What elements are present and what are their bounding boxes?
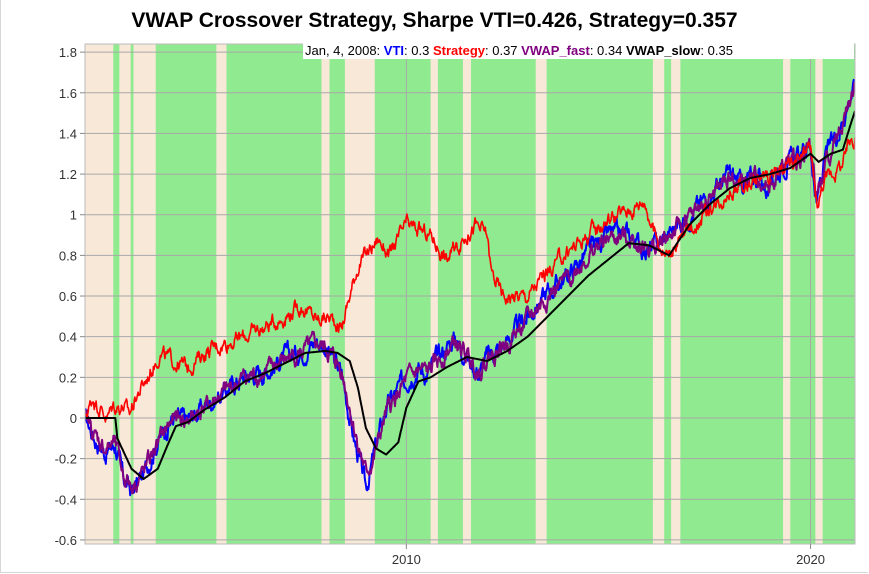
x-tick-label-0: 2010 xyxy=(392,552,421,567)
x-tick-label-1: 2020 xyxy=(796,552,825,567)
bull-region-2 xyxy=(155,44,217,544)
legend-name-vwap-fast: VWAP_fast xyxy=(521,43,590,58)
bull-region-1 xyxy=(130,44,134,544)
bull-region-12 xyxy=(822,44,855,544)
legend: Jan, 4, 2008: VTI: 0.3 Strategy: 0.37 VW… xyxy=(303,42,854,59)
series-lines xyxy=(85,78,855,497)
bull-region-6 xyxy=(437,44,463,544)
y-tick-label-9: 1.2 xyxy=(59,167,77,182)
legend-date: Jan, 4, 2008: xyxy=(305,43,381,58)
chart-title: VWAP Crossover Strategy, Sharpe VTI=0.42… xyxy=(131,9,738,32)
y-tick-label-11: 1.6 xyxy=(59,86,77,101)
bull-region-8 xyxy=(546,44,653,544)
series-line-strategy xyxy=(85,137,855,423)
y-tick-label-10: 1.4 xyxy=(59,126,77,141)
bull-region-3 xyxy=(226,44,322,544)
bull-region-9 xyxy=(664,44,672,544)
legend-value-vwap-slow: 0.35 xyxy=(707,43,733,58)
y-tick-label-1: -0.4 xyxy=(55,492,77,507)
y-tick-label-2: -0.2 xyxy=(55,452,77,467)
series-line-vwap-slow xyxy=(85,110,855,480)
bull-region-10 xyxy=(680,44,784,544)
bull-region-5 xyxy=(374,44,431,544)
legend-value-vwap-fast: 0.34 xyxy=(597,43,623,58)
series-line-vwap-fast xyxy=(85,81,855,495)
y-tick-label-6: 0.6 xyxy=(59,289,77,304)
bull-region-11 xyxy=(790,44,816,544)
y-tick-label-8: 1 xyxy=(70,208,77,223)
legend-name-strategy: Strategy xyxy=(432,43,485,58)
y-tick-label-0: -0.6 xyxy=(55,533,77,548)
bull-region-4 xyxy=(329,44,345,544)
y-tick-label-4: 0.2 xyxy=(59,370,77,385)
x-axis-ticks: 2010 2020 xyxy=(392,544,825,567)
y-tick-label-12: 1.8 xyxy=(59,45,77,60)
bull-region-0 xyxy=(113,44,120,544)
y-tick-label-3: 0 xyxy=(70,411,77,426)
gridlines xyxy=(85,44,855,544)
legend-name-vwap-slow: VWAP_slow xyxy=(625,43,701,58)
y-axis-ticks: -0.6 -0.4 -0.2 0 0.2 0.4 0.6 0.8 1 1.2 1.4 1.6 1.8 xyxy=(55,45,85,548)
signal-regions xyxy=(113,44,855,544)
y-tick-label-7: 0.8 xyxy=(59,248,77,263)
legend-value-vti: 0.3 xyxy=(411,43,430,58)
y-tick-label-5: 0.4 xyxy=(59,330,77,345)
legend-value-strategy: 0.37 xyxy=(492,43,518,58)
legend-name-vti: VTI xyxy=(383,43,405,58)
